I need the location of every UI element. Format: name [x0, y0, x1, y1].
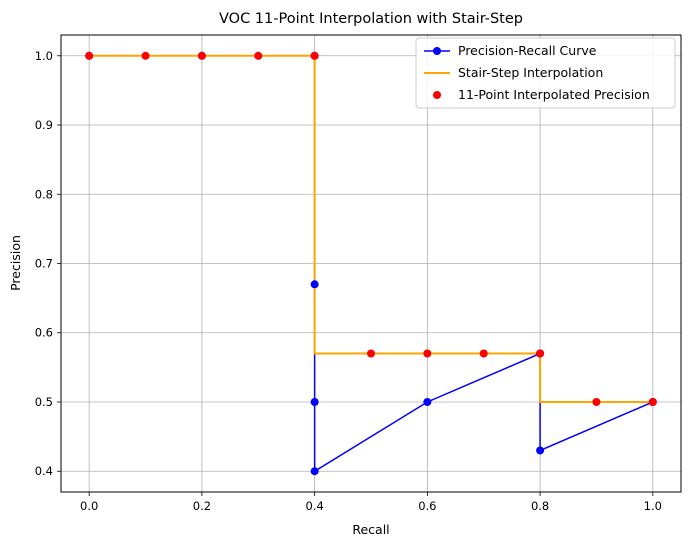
- interpolated-point: [310, 51, 319, 60]
- y-tick-label: 0.4: [35, 464, 53, 478]
- y-tick-label: 0.8: [35, 187, 53, 201]
- y-tick-label: 0.7: [35, 257, 53, 271]
- x-tick-label: 0.0: [80, 499, 98, 513]
- y-axis: 0.4 0.5 0.6 0.7 0.8 0.9 1.0: [35, 49, 61, 478]
- legend-marker: [433, 91, 441, 99]
- x-tick-label: 0.8: [531, 499, 549, 513]
- interpolated-point: [254, 51, 263, 60]
- x-axis: 0.0 0.2 0.4 0.6 0.8 1.0: [80, 492, 662, 513]
- y-tick-label: 0.6: [35, 326, 53, 340]
- interpolated-point: [85, 51, 94, 60]
- interpolated-point: [367, 349, 375, 358]
- chart-title: VOC 11-Point Interpolation with Stair-St…: [219, 11, 523, 27]
- interpolated-point: [648, 397, 657, 406]
- pr-curve-point: [310, 467, 319, 476]
- pr-curve-point: [310, 397, 319, 406]
- y-tick-label: 0.9: [35, 118, 53, 132]
- legend-label: Precision-Recall Curve: [458, 43, 597, 58]
- pr-curve-point: [536, 446, 545, 455]
- x-tick-label: 0.4: [305, 499, 323, 513]
- interpolated-point: [592, 397, 601, 406]
- legend-label: 11-Point Interpolated Precision: [458, 87, 650, 102]
- interpolated-point: [479, 349, 488, 358]
- x-tick-label: 0.6: [418, 499, 436, 513]
- y-axis-label: Precision: [8, 235, 23, 291]
- legend-label: Stair-Step Interpolation: [458, 65, 603, 80]
- interpolated-point: [141, 51, 150, 60]
- legend-box: [415, 37, 676, 109]
- x-tick-label: 1.0: [644, 499, 662, 513]
- interpolated-point: [536, 349, 545, 358]
- y-tick-label: 1.0: [35, 49, 53, 63]
- y-tick-label: 0.5: [35, 395, 53, 409]
- x-tick-label: 0.2: [193, 499, 211, 513]
- legend: Precision-Recall Curve Stair-Step Interpo…: [415, 37, 676, 109]
- pr-curve-point: [423, 397, 432, 406]
- plot-area: [85, 51, 657, 476]
- interpolated-point: [423, 349, 432, 358]
- pr-curve-point: [310, 280, 319, 289]
- x-axis-label: Recall: [352, 522, 389, 537]
- legend-marker: [433, 47, 441, 55]
- interpolated-point: [197, 51, 206, 60]
